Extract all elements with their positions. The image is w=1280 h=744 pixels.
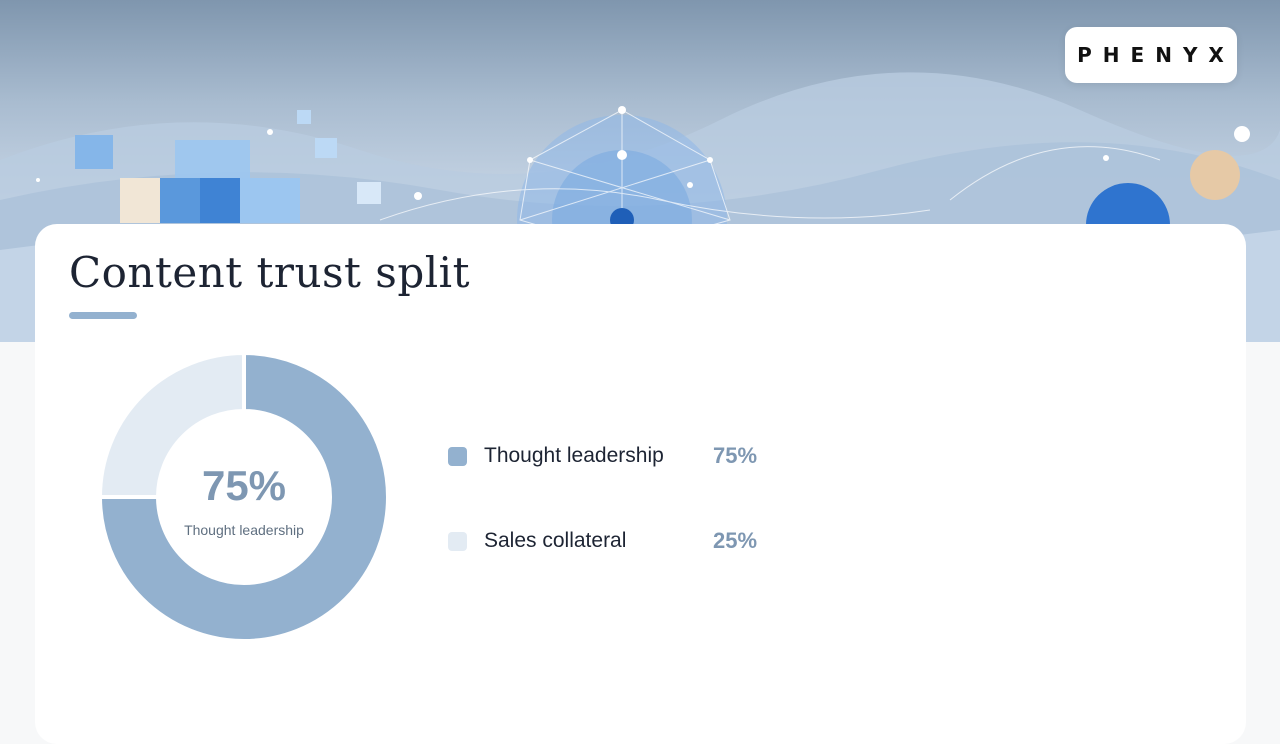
legend-label-thought-leadership: Thought leadership bbox=[484, 444, 664, 467]
legend-swatch-thought-leadership bbox=[448, 447, 467, 466]
donut-chart bbox=[97, 350, 390, 643]
donut-center-label: Thought leadership bbox=[184, 522, 304, 538]
legend-label-sales-collateral: Sales collateral bbox=[484, 529, 627, 552]
legend-swatch-sales-collateral bbox=[448, 532, 467, 551]
legend-value-thought-leadership: 75% bbox=[713, 443, 758, 468]
donut-slice-sales-collateral bbox=[97, 350, 246, 499]
brand-logo[interactable]: PHENYX bbox=[1065, 27, 1237, 83]
legend-value-sales-collateral: 25% bbox=[713, 528, 758, 553]
title-underline bbox=[69, 312, 137, 319]
brand-logo-text: PHENYX bbox=[1077, 43, 1235, 67]
content-card bbox=[35, 224, 1246, 744]
chart-title: Content trust split bbox=[69, 248, 470, 297]
donut-center-value: 75% bbox=[201, 462, 287, 509]
donut-slice-thought-leadership bbox=[97, 350, 390, 643]
